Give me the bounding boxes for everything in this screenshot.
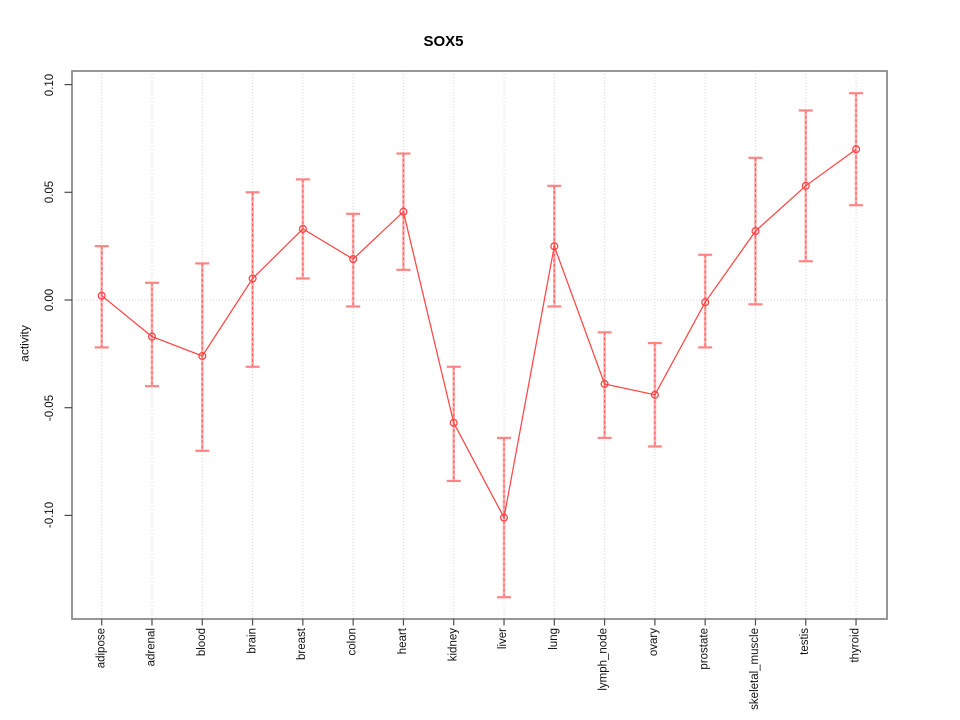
x-category-label: skeletal_muscle (748, 628, 761, 710)
x-category-label: breast (296, 628, 309, 660)
data-point (852, 145, 861, 154)
x-category-label: heart (396, 628, 409, 655)
data-point (298, 224, 307, 233)
x-category-label: ovary (648, 628, 661, 657)
y-tick-label: -0.10 (44, 502, 56, 529)
x-category-label: lymph_node (598, 628, 611, 691)
x-category-label: brain (246, 628, 259, 654)
x-category-label: adrenal (145, 628, 158, 667)
data-point (349, 255, 358, 264)
data-point (600, 379, 609, 389)
data-point (449, 418, 458, 427)
x-category-label: testis (799, 628, 812, 655)
data-point (650, 390, 659, 399)
data-point (198, 351, 207, 361)
data-point (701, 298, 710, 307)
chart-title: SOX5 (423, 33, 464, 50)
data-point (147, 332, 157, 341)
x-category-label: kidney (447, 628, 460, 662)
data-point (550, 242, 559, 251)
y-tick-label: 0.00 (44, 288, 56, 312)
x-category-label: prostate (698, 628, 711, 670)
series-line (101, 148, 857, 520)
x-category-label: adipose (95, 628, 108, 669)
y-tick-label: 0.05 (44, 181, 56, 204)
y-tick-label: 0.10 (44, 73, 56, 96)
x-category-label: lung (547, 628, 560, 650)
x-category-label: colon (346, 628, 359, 656)
x-category-label: thyroid (849, 628, 862, 663)
y-tick-label: -0.05 (44, 394, 56, 421)
data-point (751, 227, 760, 236)
data-point (801, 181, 810, 190)
plot-box (71, 70, 888, 620)
data-point (499, 513, 509, 522)
data-point (248, 274, 257, 283)
data-point (399, 207, 408, 216)
x-category-label: liver (497, 628, 510, 650)
data-point (97, 291, 106, 300)
x-category-label: blood (195, 628, 208, 657)
